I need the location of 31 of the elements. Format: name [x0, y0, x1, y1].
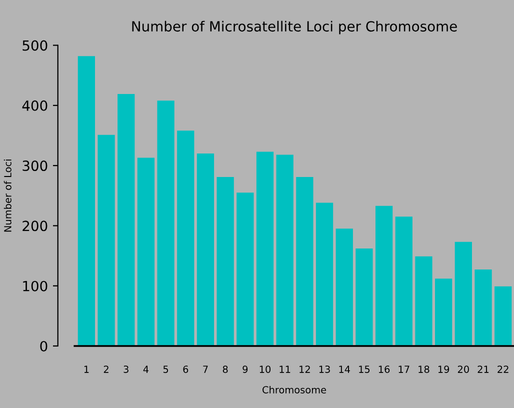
x-tick-label: 12 — [300, 366, 310, 373]
y-axis-title: Number of Loci — [4, 160, 12, 232]
x-tick-label: 5 — [163, 366, 168, 373]
x-tick-label: 16 — [378, 366, 390, 373]
x-tick-label: 4 — [143, 366, 149, 373]
y-tick-label: 400 — [22, 100, 48, 111]
x-tick-label: 17 — [398, 366, 410, 373]
x-tick-label: 15 — [359, 366, 370, 373]
x-tick-label: 11 — [280, 366, 290, 373]
x-tick-label: 10 — [260, 366, 271, 373]
x-tick-label: 6 — [183, 366, 188, 373]
x-tick-label: 8 — [222, 366, 228, 373]
x-tick-label: 1 — [84, 366, 89, 373]
y-tick-label: 200 — [22, 220, 48, 232]
x-tick-label: 20 — [458, 366, 469, 373]
y-tick-label: 300 — [22, 160, 48, 172]
x-tick-label: 9 — [242, 366, 248, 373]
x-axis-title: Chromosome — [262, 386, 326, 394]
x-tick-label: 19 — [438, 366, 450, 373]
x-tick-label: 22 — [498, 366, 508, 373]
x-tick-label: 2 — [104, 366, 108, 373]
x-tick-label: 21 — [478, 366, 489, 373]
x-tick-label: 14 — [339, 366, 350, 373]
x-tick-label: 13 — [319, 366, 330, 373]
y-tick-label: 0 — [40, 340, 48, 352]
x-tick-label: 3 — [124, 366, 128, 373]
x-tick-label: 18 — [418, 366, 430, 373]
y-tick-label: 500 — [22, 40, 48, 51]
x-tick-label: 7 — [203, 366, 208, 373]
chart-title: Number of Microsatellite Loci per Chromosome — [132, 20, 457, 34]
y-tick-label: 100 — [23, 280, 48, 292]
